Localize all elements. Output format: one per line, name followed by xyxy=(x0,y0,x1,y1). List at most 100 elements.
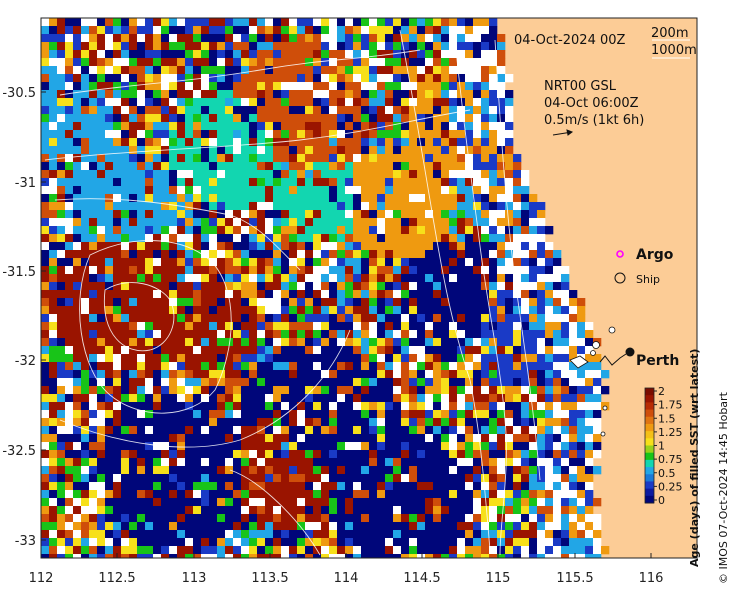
sst-cell xyxy=(145,266,154,275)
sst-cell xyxy=(457,474,466,483)
sst-cell xyxy=(425,322,434,331)
sst-cell xyxy=(153,346,162,355)
sst-cell xyxy=(105,210,114,219)
sst-cell xyxy=(137,522,146,531)
sst-cell xyxy=(537,386,546,395)
sst-cell xyxy=(337,250,346,259)
sst-cell xyxy=(529,418,538,427)
sst-cell xyxy=(569,538,578,547)
sst-cell xyxy=(353,170,362,179)
sst-cell xyxy=(153,338,162,347)
sst-cell xyxy=(337,522,346,531)
sst-cell xyxy=(425,530,434,539)
sst-cell xyxy=(513,258,522,267)
sst-cell xyxy=(441,298,450,307)
sst-cell xyxy=(329,114,338,123)
sst-cell xyxy=(481,434,490,443)
sst-cell xyxy=(521,186,530,195)
sst-cell xyxy=(433,530,442,539)
sst-cell xyxy=(137,274,146,283)
sst-cell xyxy=(273,354,282,363)
sst-cell xyxy=(113,266,122,275)
sst-cell xyxy=(289,338,298,347)
sst-cell xyxy=(329,162,338,171)
sst-cell xyxy=(529,554,538,558)
sst-cell xyxy=(321,50,330,59)
sst-cell xyxy=(153,90,162,99)
sst-cell xyxy=(281,354,290,363)
sst-cell xyxy=(81,402,90,411)
sst-cell xyxy=(361,378,370,387)
sst-cell xyxy=(505,322,514,331)
sst-cell xyxy=(361,274,370,283)
sst-cell xyxy=(49,26,58,35)
sst-cell xyxy=(489,290,498,299)
sst-cell xyxy=(449,394,458,403)
sst-cell xyxy=(289,482,298,491)
sst-cell xyxy=(249,466,258,475)
sst-cell xyxy=(249,18,258,27)
sst-cell xyxy=(209,498,218,507)
sst-cell xyxy=(417,474,426,483)
sst-cell xyxy=(153,218,162,227)
sst-cell xyxy=(41,250,50,259)
sst-cell xyxy=(313,450,322,459)
sst-cell xyxy=(289,82,298,91)
sst-cell xyxy=(337,58,346,67)
sst-cell xyxy=(73,58,82,67)
sst-cell xyxy=(49,450,58,459)
sst-cell xyxy=(569,290,578,299)
sst-cell xyxy=(441,58,450,67)
sst-cell xyxy=(81,450,90,459)
sst-cell xyxy=(337,226,346,235)
sst-cell xyxy=(561,346,570,355)
sst-cell xyxy=(417,466,426,475)
sst-cell xyxy=(473,186,482,195)
sst-cell xyxy=(385,266,394,275)
sst-cell xyxy=(321,58,330,67)
sst-cell xyxy=(409,546,418,555)
sst-cell xyxy=(89,554,98,558)
sst-cell xyxy=(161,82,170,91)
sst-cell xyxy=(161,322,170,331)
sst-cell xyxy=(441,138,450,147)
sst-cell xyxy=(209,202,218,211)
sst-cell xyxy=(361,426,370,435)
sst-cell xyxy=(73,370,82,379)
sst-cell xyxy=(97,538,106,547)
sst-cell xyxy=(329,42,338,51)
sst-cell xyxy=(121,458,130,467)
sst-cell xyxy=(505,98,514,107)
sst-cell xyxy=(377,210,386,219)
sst-cell xyxy=(57,42,66,51)
sst-cell xyxy=(537,322,546,331)
sst-cell xyxy=(513,322,522,331)
sst-cell xyxy=(585,338,594,347)
sst-cell xyxy=(353,402,362,411)
sst-cell xyxy=(281,322,290,331)
sst-cell xyxy=(489,354,498,363)
sst-cell xyxy=(265,130,274,139)
sst-cell xyxy=(337,498,346,507)
sst-cell xyxy=(305,410,314,419)
sst-cell xyxy=(265,538,274,547)
sst-cell xyxy=(153,506,162,515)
sst-cell xyxy=(169,138,178,147)
sst-cell xyxy=(81,466,90,475)
sst-cell xyxy=(41,442,50,451)
sst-cell xyxy=(345,394,354,403)
sst-cell xyxy=(89,186,98,195)
sst-cell xyxy=(337,322,346,331)
sst-cell xyxy=(289,402,298,411)
sst-cell xyxy=(57,90,66,99)
sst-cell xyxy=(57,186,66,195)
sst-cell xyxy=(257,498,266,507)
sst-cell xyxy=(201,474,210,483)
sst-cell xyxy=(129,146,138,155)
sst-cell xyxy=(177,346,186,355)
sst-cell xyxy=(41,202,50,211)
sst-cell xyxy=(401,546,410,555)
sst-cell xyxy=(65,362,74,371)
sst-cell xyxy=(49,50,58,59)
sst-cell xyxy=(329,282,338,291)
